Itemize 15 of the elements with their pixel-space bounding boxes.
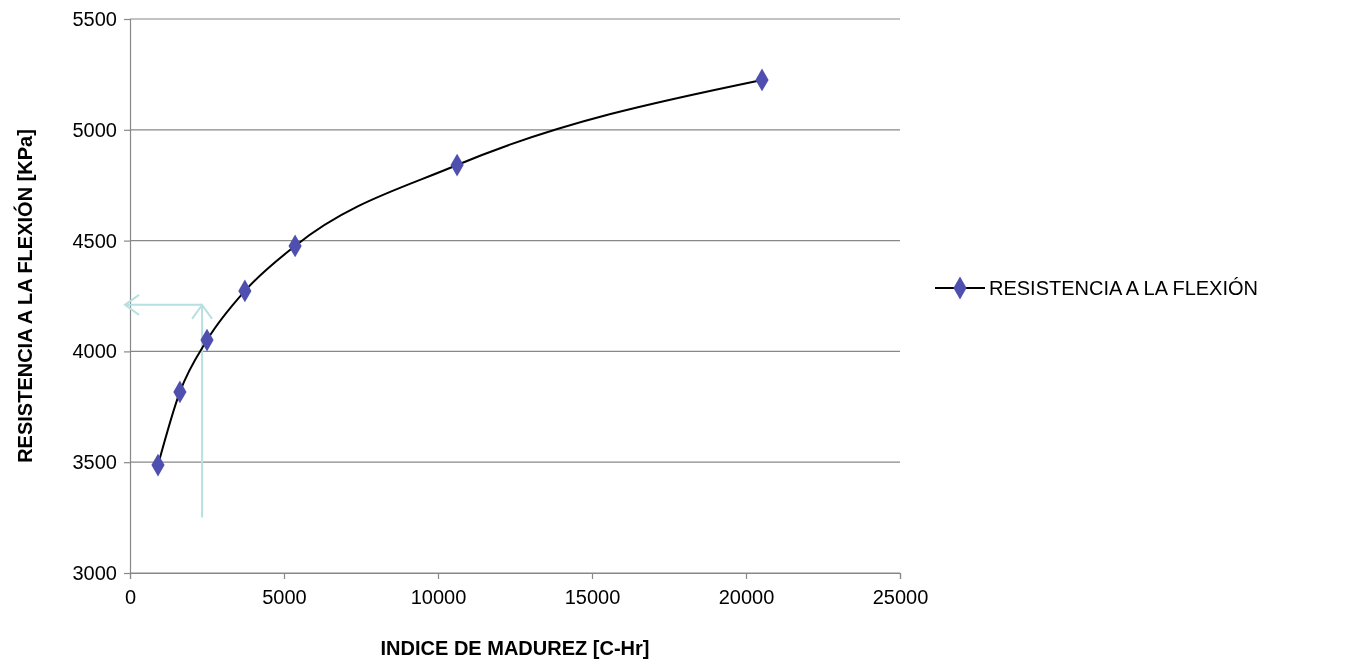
y-tick-label: 4000 [72, 340, 117, 363]
x-tick-label: 15000 [564, 586, 621, 608]
x-axis-title: INDICE DE MADUREZ [C-Hr] [380, 637, 650, 659]
y-tick-label: 4500 [72, 229, 117, 252]
y-tick-label: 5000 [72, 118, 117, 141]
x-tick-label: 5000 [262, 586, 307, 608]
y-axis-title: RESISTENCIA A LA FLEXIÓN [KPa] [13, 129, 36, 463]
y-tick-label: 3000 [72, 561, 117, 584]
x-tick-label: 20000 [718, 586, 775, 608]
x-tick-label: 10000 [410, 586, 467, 608]
legend-label: RESISTENCIA A LA FLEXIÓN [989, 277, 1258, 299]
y-tick-label: 5500 [72, 7, 117, 30]
x-tick-label: 25000 [872, 586, 929, 608]
y-tick-label: 3500 [72, 451, 117, 474]
x-tick-label: 0 [124, 586, 137, 608]
